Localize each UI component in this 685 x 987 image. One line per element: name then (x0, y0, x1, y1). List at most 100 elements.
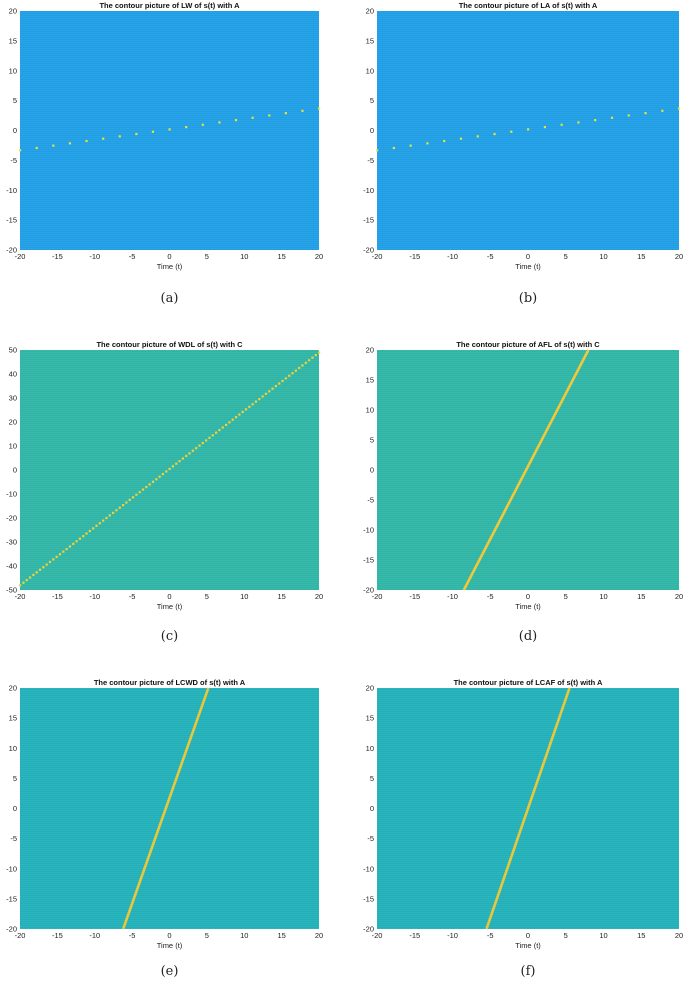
y-tick-label: -15 (363, 894, 374, 903)
x-tick-label: -10 (447, 252, 458, 261)
x-tick-label: 20 (675, 252, 683, 261)
x-axis-label: Time (t) (157, 262, 183, 271)
ridge-point (145, 485, 148, 489)
y-tick-label: -10 (363, 186, 374, 195)
ridge-point (121, 504, 125, 507)
ridge-point (115, 509, 118, 512)
y-tick-label: -15 (6, 894, 17, 903)
heatmap-texture (20, 688, 319, 929)
ridge-point (185, 125, 188, 129)
x-tick-labels: -20 -15 -10 -5 0 5 10 15 20 (372, 592, 684, 601)
x-tick-label: 5 (205, 252, 209, 261)
ridge-point (308, 359, 311, 362)
ridge-point (264, 392, 268, 395)
ridge-point (527, 128, 530, 131)
ridge-point (158, 475, 161, 478)
ridge-point (92, 527, 95, 530)
ridge-point (678, 107, 681, 110)
ridge-line (462, 349, 590, 591)
ridge-point (68, 142, 72, 145)
x-tick-label: -5 (487, 252, 494, 261)
y-tick-label: 15 (9, 36, 17, 45)
ridge-line (19, 107, 321, 152)
x-tick-label: -5 (129, 931, 136, 940)
ridge-point (459, 137, 463, 140)
x-tick-label: -20 (372, 252, 383, 261)
ridge-point (318, 107, 321, 110)
ridge-point (644, 112, 647, 115)
ridge-point (426, 142, 429, 145)
y-tick-labels: -50 -40 -30 -20 -10 0 10 20 30 40 50 (6, 346, 17, 595)
y-tick-label: -20 (363, 586, 374, 595)
ridge-point (288, 374, 291, 377)
y-tick-label: -5 (367, 496, 374, 505)
panel-e: The contour picture of LCWD of s(t) with… (6, 678, 323, 979)
chart-title: The contour picture of LW of s(t) with A (99, 1, 240, 10)
ridge-point (118, 135, 121, 138)
ridge-point (278, 382, 281, 385)
ridge-point (218, 121, 221, 124)
ridge-point (25, 579, 28, 582)
x-tick-labels: -20 -15 -10 -5 0 5 10 15 20 (15, 931, 324, 940)
y-tick-label: 10 (9, 442, 17, 451)
x-tick-label: 10 (240, 592, 248, 601)
y-tick-label: 10 (366, 406, 374, 415)
ridge-point (228, 421, 231, 424)
ridge-point (251, 116, 254, 119)
y-tick-label: -10 (363, 864, 374, 873)
ridge-point (98, 522, 101, 525)
ridge-point (161, 472, 165, 476)
x-tick-label: -15 (409, 252, 420, 261)
y-tick-label: 15 (9, 714, 17, 723)
x-tick-label: 15 (277, 931, 285, 940)
ridge-point (62, 550, 65, 553)
x-tick-label: 10 (240, 252, 248, 261)
ridge-point (610, 116, 614, 119)
ridge-point (291, 372, 294, 375)
y-tick-label: -20 (6, 514, 17, 523)
ridge-point (661, 109, 664, 112)
y-tick-label: -15 (363, 216, 374, 225)
ridge-point (155, 478, 158, 481)
y-tick-label: 20 (9, 684, 17, 693)
ridge-point (135, 493, 138, 496)
x-tick-label: -20 (15, 252, 26, 261)
x-tick-label: -15 (52, 592, 63, 601)
ridge-point (108, 514, 111, 517)
y-tick-labels: -20 -15 -10 -5 0 5 10 15 20 (6, 7, 17, 255)
ridge-point (198, 444, 201, 447)
x-tick-label: 0 (167, 592, 171, 601)
panel-a: The contour picture of LW of s(t) with A… (6, 1, 323, 306)
y-tick-label: 5 (13, 96, 17, 105)
ridge-point (201, 441, 204, 445)
ridge-point (168, 467, 171, 470)
x-axis-label: Time (t) (157, 602, 183, 611)
x-tick-labels: -20 -15 -10 -5 0 5 10 15 20 (372, 931, 684, 940)
ridge-point (231, 418, 234, 421)
ridge-point (301, 109, 304, 112)
ridge-point (560, 123, 563, 126)
ridge-point (175, 462, 178, 465)
x-tick-label: 0 (526, 931, 530, 940)
y-tick-label: 5 (370, 774, 374, 783)
ridge-point (185, 454, 188, 458)
y-tick-label: -50 (6, 586, 17, 595)
ridge-point (171, 465, 175, 468)
ridge-point (221, 426, 224, 429)
y-tick-label: 0 (370, 126, 374, 135)
x-tick-label: -15 (52, 931, 63, 940)
ridge-point (443, 139, 446, 143)
x-tick-label: -15 (409, 931, 420, 940)
ridge-point (65, 547, 68, 551)
y-tick-label: 15 (366, 376, 374, 385)
ridge-point (271, 387, 274, 390)
ridge-point (241, 410, 244, 414)
ridge-point (105, 516, 108, 520)
ridge-point (178, 460, 181, 463)
x-tick-label: 5 (564, 931, 568, 940)
ridge-point (284, 112, 287, 115)
ridge-point (38, 568, 42, 571)
chart-title: The contour picture of LCAF of s(t) with… (454, 678, 603, 687)
y-tick-label: 0 (13, 466, 17, 475)
